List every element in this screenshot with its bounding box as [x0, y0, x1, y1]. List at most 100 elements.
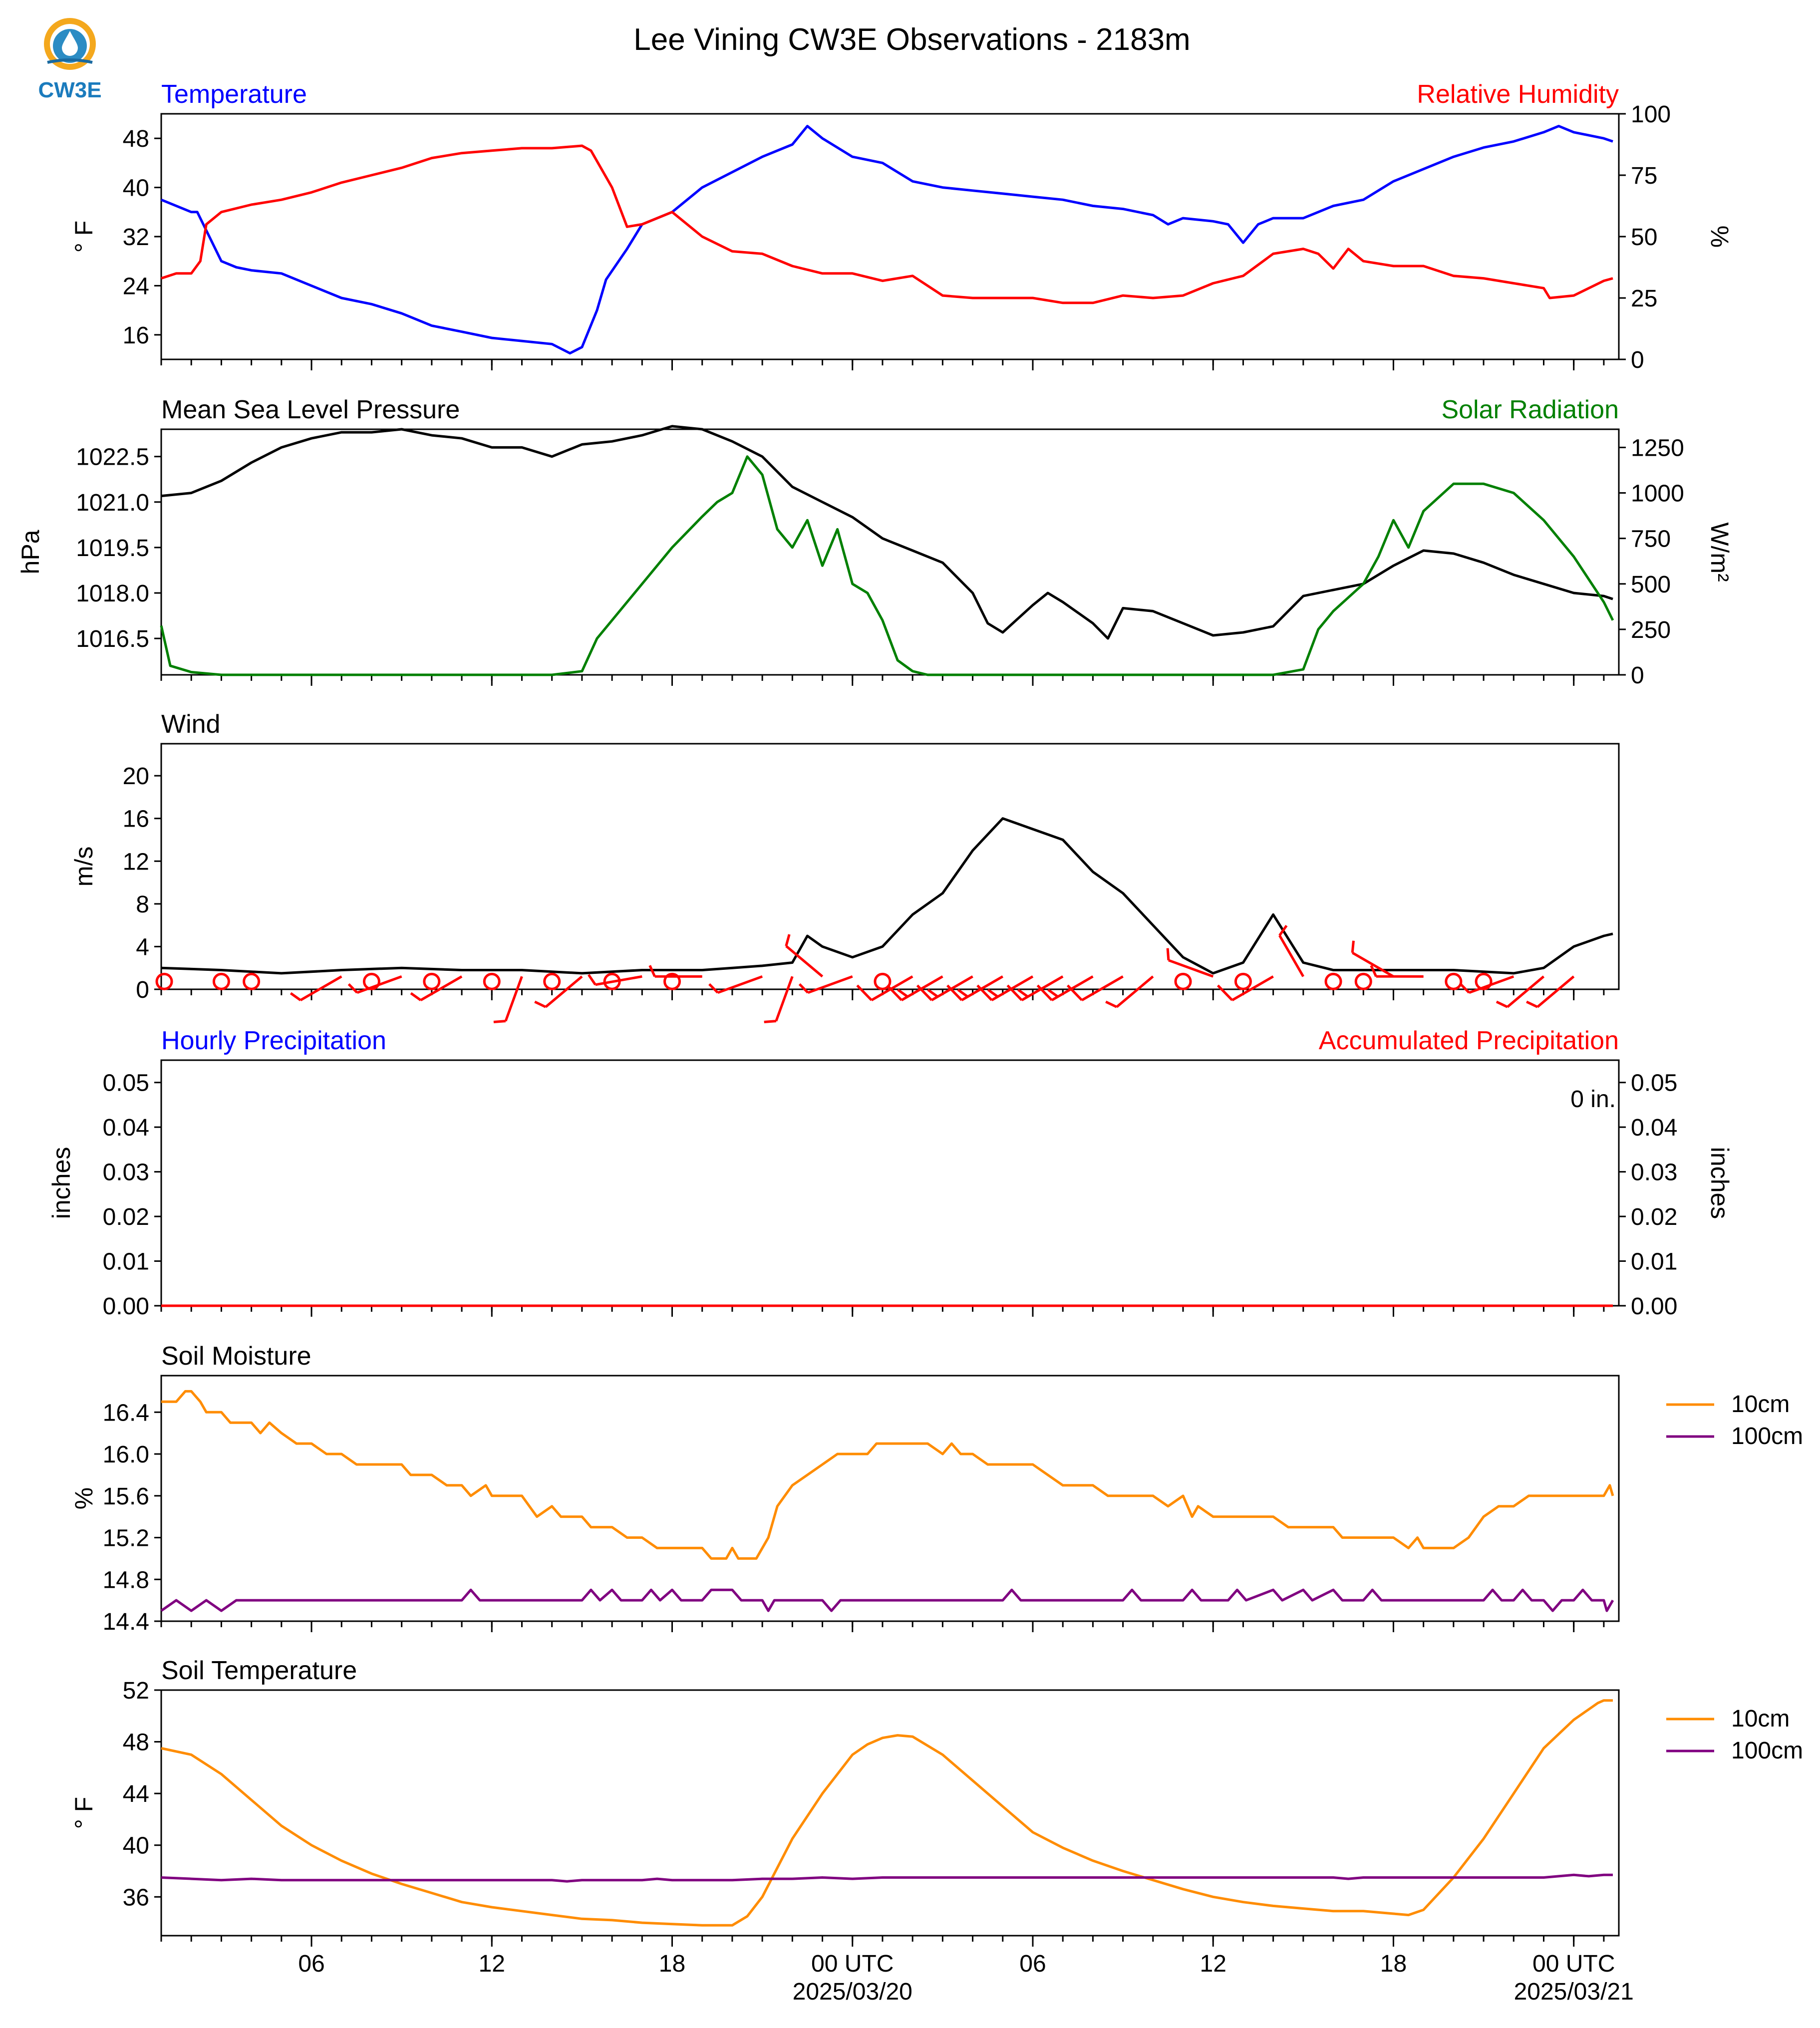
logo-wave-icon	[47, 58, 93, 64]
plot-frame	[160, 1689, 1620, 1937]
series-line-mean-sea-level-pressure	[161, 425, 1613, 640]
series-line-wind-speed	[161, 817, 1613, 975]
wind-barb	[534, 975, 583, 1008]
wind-barb-calm	[1234, 972, 1252, 990]
cw3e-logo: CW3E	[38, 18, 102, 102]
legend: 10cm 100cm	[1666, 1706, 1803, 1764]
accumulated-precip-annotation: 0 in.	[1570, 1086, 1616, 1113]
y-tick-label-left: 40	[123, 1833, 149, 1859]
y-tick-label-left: 1018.0	[76, 580, 149, 607]
wind-barb	[1351, 940, 1394, 978]
y-tick-label-left: 1021.0	[76, 490, 149, 516]
y-tick-label-left: 48	[123, 1730, 149, 1756]
y-tick-label-right: 500	[1631, 572, 1671, 598]
plot-frame	[160, 428, 1620, 676]
y-tick-label-left: 14.8	[103, 1567, 149, 1593]
wind-barb	[1006, 975, 1064, 1001]
wind-barb	[785, 934, 824, 978]
wind-barb-calm	[362, 972, 380, 990]
y-tick-label-right: 0.03	[1631, 1159, 1677, 1186]
y-tick-label-right: 0.00	[1631, 1293, 1677, 1320]
y-tick-label-right: 0.05	[1631, 1070, 1677, 1097]
wind-barb-calm	[874, 972, 892, 990]
wind-barb	[856, 975, 913, 1001]
series-line-10cm	[161, 1390, 1614, 1560]
y-tick-label-left: 36	[123, 1884, 149, 1911]
x-tick-label: 18	[659, 1951, 685, 1977]
series-line-relative-humidity	[161, 144, 1613, 304]
y-tick-label-right: 1000	[1631, 481, 1684, 507]
y-tick-label-left: 0.02	[103, 1204, 149, 1230]
chart-panel-5: Soil Moisture 14.4 14.8 15.2 15.6 16.0 16.4% 10…	[70, 1342, 1803, 1635]
wind-barb	[946, 975, 1004, 1001]
wind-barb-calm	[1324, 972, 1342, 990]
y-tick-label-left: 16	[123, 322, 149, 349]
y-tick-label-left: 16	[123, 806, 149, 833]
wind-barb	[886, 975, 943, 1001]
y-tick-label-left: 0	[136, 977, 149, 1003]
legend-label: 10cm	[1731, 1391, 1790, 1418]
wind-barb-calm	[543, 972, 561, 990]
y-tick-label-left: 15.6	[103, 1483, 149, 1510]
series-line-solar-radiation	[160, 455, 1614, 676]
y-tick-label-left: 12	[123, 849, 149, 875]
x-tick-label: 06	[1019, 1951, 1046, 1977]
y-tick-label-right: 25	[1631, 286, 1657, 312]
y-axis-label-right: W/m²	[1706, 522, 1734, 581]
y-tick-label-left: 24	[123, 273, 149, 299]
y-tick-label-right: 1250	[1631, 435, 1684, 461]
y-tick-label-right: 0.04	[1631, 1115, 1677, 1141]
wind-barb	[290, 975, 342, 1001]
x-tick-label: 00 UTC	[811, 1951, 894, 1977]
y-tick-label-left: 40	[123, 175, 149, 202]
y-tick-label-right: 100	[1631, 101, 1671, 128]
plot-frame	[160, 743, 1620, 990]
wind-barb-calm	[212, 972, 230, 990]
y-tick-label-right: 250	[1631, 617, 1671, 643]
wind-barb	[1496, 975, 1545, 1008]
wind-barb	[410, 975, 463, 1001]
panel-title-right: Accumulated Precipitation	[1319, 1026, 1619, 1055]
y-tick-label-left: 8	[136, 891, 149, 918]
y-axis-label-left: inches	[47, 1147, 75, 1219]
chart-panel-1: Temperature Relative Humidity 16 24 32 40 48 ° …	[70, 80, 1734, 373]
chart-panel-2: Mean Sea Level Pressure Solar Radiation 10…	[16, 395, 1734, 689]
y-tick-label-left: 0.00	[103, 1293, 149, 1320]
y-tick-label-right: 0	[1631, 662, 1644, 689]
y-tick-label-left: 48	[123, 126, 149, 152]
wind-barb-calm	[1174, 972, 1192, 990]
legend: 10cm 100cm	[1666, 1391, 1803, 1449]
series-line-100cm	[160, 1588, 1614, 1612]
y-tick-label-left: 1022.5	[76, 444, 149, 471]
panel-title-left: Temperature	[161, 80, 307, 109]
wind-barb-calm	[155, 972, 173, 990]
series-line-100cm	[161, 1873, 1613, 1883]
chart-panel-3: Wind 0 4 8 12 16 20 m/s	[70, 710, 1620, 1023]
y-tick-label-left: 44	[123, 1781, 149, 1807]
legend-label: 100cm	[1731, 1423, 1803, 1449]
wind-barb	[764, 976, 794, 1023]
wind-barb	[588, 974, 642, 986]
panel-title-left: Mean Sea Level Pressure	[161, 395, 460, 424]
y-axis-label-left: m/s	[70, 847, 98, 887]
wind-barb	[347, 975, 402, 994]
wind-barb-calm	[663, 972, 681, 990]
wind-barb	[1370, 965, 1424, 978]
y-tick-label-left: 1019.5	[76, 535, 149, 562]
wind-barb	[708, 975, 763, 994]
figure-title: Lee Vining CW3E Observations - 2183m	[633, 22, 1190, 57]
panel-title-left: Soil Moisture	[161, 1342, 311, 1371]
y-tick-label-left: 4	[136, 934, 149, 960]
panel-title-right: Relative Humidity	[1417, 80, 1619, 109]
y-tick-label-left: 0.04	[103, 1115, 149, 1141]
panel-title-left: Soil Temperature	[161, 1656, 357, 1685]
y-tick-label-left: 0.05	[103, 1070, 149, 1097]
wind-barb-calm	[1445, 972, 1463, 990]
wind-barb	[798, 975, 853, 994]
plot-frame	[160, 1059, 1620, 1307]
x-tick-label: 18	[1380, 1951, 1407, 1977]
wind-barb	[1216, 975, 1274, 1001]
logo-drop-icon	[62, 31, 78, 56]
legend-label: 100cm	[1731, 1738, 1803, 1764]
